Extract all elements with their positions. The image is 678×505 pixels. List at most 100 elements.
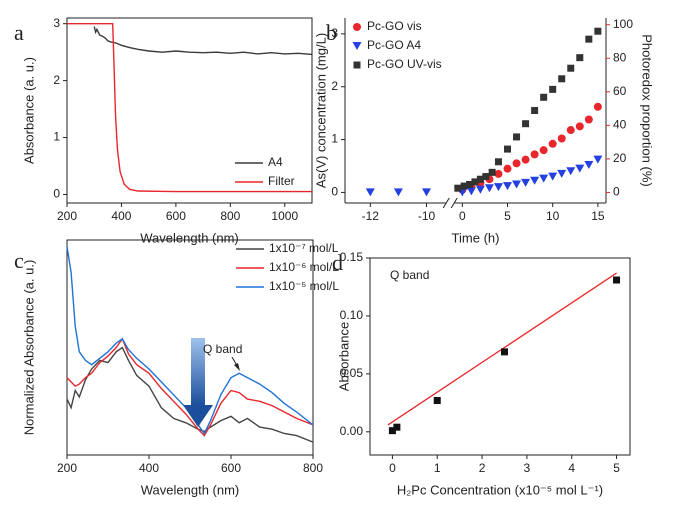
x-tick-label: 10 (546, 209, 560, 223)
point (466, 187, 476, 196)
annotations: Q band Q band (183, 268, 429, 427)
legend-label: A4 (268, 155, 283, 169)
y-tick-label: 0.15 (340, 250, 364, 264)
y-tick-label: 0 (53, 187, 60, 201)
point (493, 183, 503, 192)
x-tick-label: 0 (389, 461, 396, 475)
legend-label: Pc-GO vis (367, 19, 422, 33)
point (488, 168, 496, 176)
y2-tick-label: 100 (613, 17, 633, 31)
y2-tick-label: 20 (613, 151, 627, 165)
x-tick-label: 1000 (271, 209, 298, 223)
x-axis-label: Wavelength (nm) (140, 230, 239, 245)
x-tick-label: 2 (479, 461, 486, 475)
point (558, 75, 566, 83)
y-tick-label: 1 (53, 130, 60, 144)
point (593, 155, 603, 164)
point (521, 155, 530, 164)
point (504, 145, 512, 153)
point (512, 180, 522, 189)
point (494, 158, 502, 166)
point (365, 188, 375, 197)
point (433, 397, 441, 405)
axis-break (442, 197, 450, 209)
panel-label: b (326, 20, 337, 45)
point (584, 115, 593, 124)
point (500, 348, 508, 356)
point (471, 178, 479, 186)
x-axis-label: H₂Pc Concentration (x10⁻⁵ mol L⁻¹) (397, 482, 603, 497)
point (530, 176, 540, 185)
shift-arrow-head (183, 405, 213, 427)
y-tick-label: 3 (331, 26, 338, 40)
point (513, 133, 521, 141)
y-axis-label: As(V) concentration (mg/L) (313, 33, 328, 188)
point (549, 85, 557, 93)
line (66, 337, 314, 437)
point (388, 427, 396, 435)
y-tick-label: 0.05 (340, 366, 364, 380)
x-tick-label: 0 (459, 209, 466, 223)
point (575, 122, 584, 131)
point (557, 134, 566, 143)
y-axis-label: Absorbance (336, 322, 351, 391)
y-tick-label: 3 (53, 16, 60, 30)
point (454, 184, 462, 192)
point (482, 173, 490, 181)
legend-swatch (352, 42, 362, 50)
point (576, 54, 584, 62)
point (567, 64, 575, 72)
x-tick-label: -10 (418, 209, 436, 223)
legend-label: Pc-GO A4 (367, 38, 421, 52)
y-tick-label: 0.00 (340, 424, 364, 438)
point (594, 27, 602, 35)
y2-axis-label: Photoredox proportion (%) (640, 34, 655, 186)
line (93, 26, 313, 56)
x-axis-label: Time (h) (452, 230, 500, 245)
y-axis-label: Normalized Absorbance (a. u.) (21, 260, 36, 436)
point (585, 35, 593, 43)
point (557, 169, 567, 178)
y-tick-label: 2 (53, 73, 60, 87)
legend-label: 1x10⁻⁷ mol/L (269, 241, 339, 255)
x-tick-label: 15 (591, 209, 605, 223)
legend-label: 1x10⁻⁶ mol/L (269, 260, 339, 274)
axis-break (450, 197, 458, 209)
x-tick-label: 400 (139, 461, 159, 475)
point (393, 423, 401, 431)
q-band-label: Q band (390, 268, 429, 282)
point (566, 167, 576, 176)
y2-tick-label: 60 (613, 84, 627, 98)
point (539, 146, 548, 155)
point (566, 126, 575, 135)
y2-tick-label: 40 (613, 118, 627, 132)
panel-label: d (332, 250, 343, 275)
legend-swatch (353, 61, 361, 69)
y2-tick-label: 0 (613, 185, 620, 199)
point (494, 169, 503, 178)
x-tick-label: 5 (504, 209, 511, 223)
y-tick-label: 0 (331, 185, 338, 199)
q-band-pointer-head (234, 363, 240, 371)
point (522, 120, 530, 128)
point (540, 93, 548, 101)
y-tick-label: 2 (331, 79, 338, 93)
line (67, 23, 312, 193)
point (521, 178, 531, 187)
legend-label: 1x10⁻⁵ mol/L (269, 279, 339, 293)
panel-label: a (14, 20, 24, 45)
point (460, 182, 468, 190)
x-tick-label: 4 (568, 461, 575, 475)
point (613, 276, 621, 284)
point (530, 150, 539, 159)
point (593, 102, 602, 111)
point (539, 174, 549, 183)
point (393, 188, 403, 197)
y-tick-label: 0.10 (340, 308, 364, 322)
y2-tick-label: 80 (613, 50, 627, 64)
shift-arrow-shaft (191, 338, 205, 405)
x-tick-label: 3 (524, 461, 531, 475)
point (584, 160, 594, 169)
x-tick-label: 800 (303, 461, 323, 475)
